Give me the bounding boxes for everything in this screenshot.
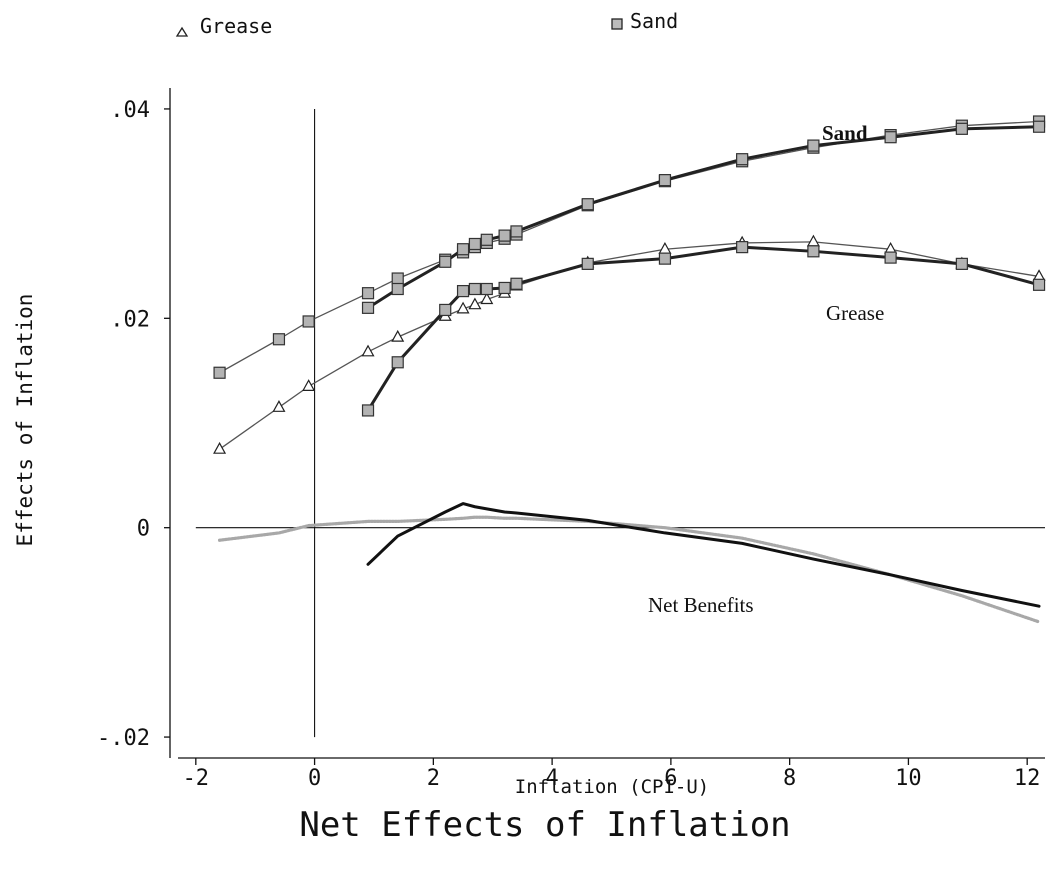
data-point	[272, 333, 286, 346]
series-grease	[213, 234, 1046, 454]
data-point	[480, 282, 493, 296]
data-point	[884, 251, 897, 264]
annotation-sand: Sand	[822, 121, 868, 145]
data-point	[468, 237, 482, 251]
data-point	[884, 131, 897, 144]
x-tick-label: 4	[545, 766, 558, 791]
x-tick-label: -2	[183, 766, 210, 791]
series-net-benefits	[366, 502, 1041, 608]
series-net-benefits	[217, 515, 1041, 624]
chart-title: Net Effects of Inflation	[299, 805, 790, 845]
x-tick-label: 10	[895, 766, 922, 791]
data-point	[456, 284, 470, 298]
x-tick-label: 6	[664, 766, 677, 791]
y-tick-label: 0	[137, 517, 150, 542]
data-point	[391, 282, 404, 296]
y-axis-label: Effects of Inflation	[13, 294, 37, 547]
data-point	[658, 252, 672, 265]
y-axis-ticks: -.02 0 .02 .04	[97, 98, 170, 751]
series-layer	[213, 115, 1046, 624]
x-axis-ticks: -2 0 2 4 6 8 10 12	[183, 758, 1041, 791]
data-point	[658, 174, 672, 187]
x-tick-label: 2	[427, 766, 440, 791]
y-tick-label: .02	[110, 307, 150, 332]
legend-label-grease: Grease	[200, 14, 272, 38]
data-point	[736, 241, 749, 254]
data-point	[468, 282, 482, 296]
data-point	[807, 245, 820, 258]
series-sand	[361, 120, 1046, 314]
data-point	[391, 272, 404, 285]
data-point	[736, 153, 749, 166]
data-point	[510, 277, 523, 290]
series-line	[366, 502, 1041, 608]
data-point	[581, 257, 594, 270]
series-line	[217, 515, 1041, 624]
series-line	[366, 245, 1041, 412]
data-point	[456, 243, 470, 256]
data-point	[302, 315, 315, 328]
series-line	[218, 241, 1040, 450]
data-point	[807, 139, 820, 152]
data-point	[213, 366, 226, 379]
x-axis-label: Inflation (CPI-U)	[515, 776, 709, 798]
series-line	[366, 125, 1041, 310]
legend-label-sand: Sand	[630, 9, 678, 33]
data-point	[391, 329, 405, 342]
x-tick-label: 12	[1014, 766, 1041, 791]
data-point	[302, 379, 316, 391]
y-tick-label: -.02	[97, 726, 150, 751]
data-point	[955, 257, 968, 270]
data-point	[480, 292, 494, 305]
data-point	[456, 301, 470, 314]
legend-entry-grease: Grease	[175, 14, 272, 38]
data-point	[1032, 120, 1046, 133]
data-point	[1032, 278, 1046, 291]
series-grease	[361, 241, 1046, 417]
legend-triangle-marker	[175, 26, 189, 37]
data-point	[361, 344, 375, 357]
data-point	[361, 287, 375, 300]
data-point	[498, 229, 511, 242]
data-point	[439, 255, 452, 268]
legend-square-marker	[611, 18, 623, 30]
series-line	[218, 120, 1040, 374]
data-point	[480, 233, 493, 246]
data-point	[439, 303, 452, 317]
series-sand	[213, 115, 1046, 379]
data-point	[213, 441, 227, 454]
data-point	[498, 281, 511, 295]
data-point	[658, 241, 672, 254]
data-point	[955, 122, 968, 135]
annotation-grease: Grease	[826, 301, 884, 325]
x-tick-label: 8	[783, 766, 796, 791]
data-point	[272, 400, 286, 412]
data-point	[581, 198, 594, 211]
annotation-net-benefits: Net Benefits	[648, 593, 754, 617]
data-point	[361, 404, 375, 417]
data-point	[806, 234, 820, 247]
legend: Grease Sand	[175, 9, 678, 38]
legend-entry-sand: Sand	[611, 9, 678, 33]
data-point	[391, 356, 404, 369]
y-tick-label: .04	[110, 98, 150, 123]
data-point	[468, 297, 482, 310]
data-point	[510, 225, 523, 238]
data-point	[361, 301, 375, 314]
x-tick-label: 0	[308, 766, 321, 791]
